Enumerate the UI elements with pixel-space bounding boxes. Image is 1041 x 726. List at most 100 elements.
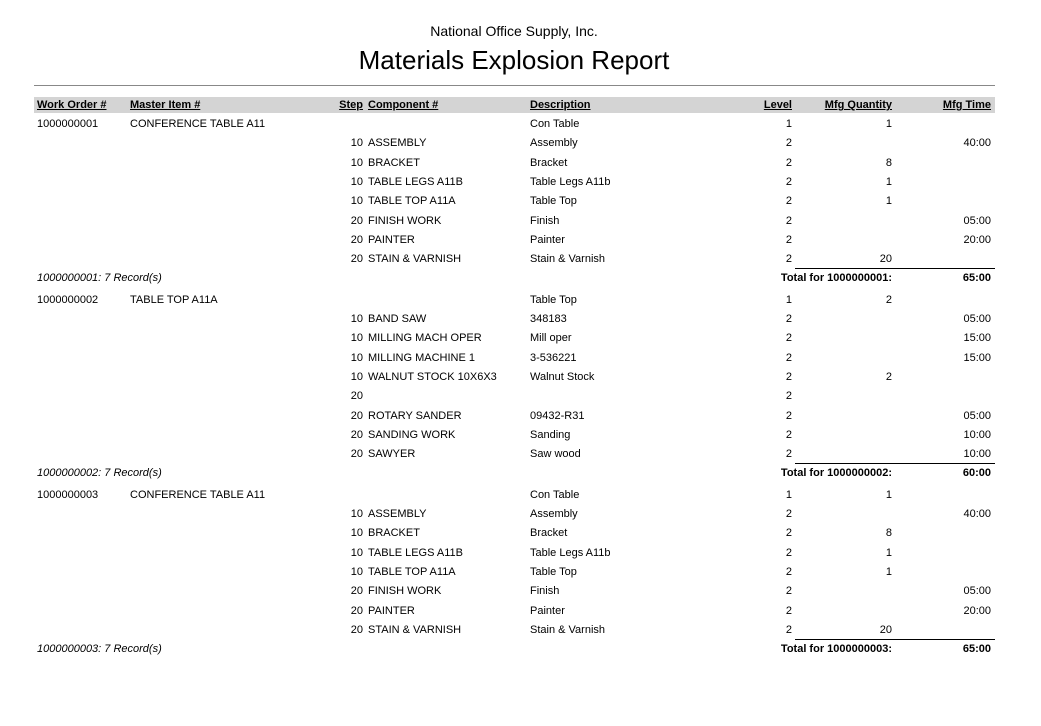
line-description: Assembly xyxy=(530,137,578,150)
header-master-item: Master Item # xyxy=(130,99,201,111)
line-level: 2 xyxy=(785,585,792,598)
line-step: 10 xyxy=(350,332,363,345)
line-description: Table Legs A11b xyxy=(530,175,611,188)
line-component: ASSEMBLY xyxy=(368,137,427,150)
line-step: 20 xyxy=(350,214,363,227)
line-mfg-quantity: 1 xyxy=(885,195,892,208)
report-title: Materials Explosion Report xyxy=(358,45,670,75)
line-component: TABLE TOP A11A xyxy=(368,195,456,208)
line-level: 2 xyxy=(785,233,792,246)
work-order-number: 1000000001 xyxy=(37,118,99,130)
line-step: 20 xyxy=(350,233,363,246)
line-level: 2 xyxy=(785,137,792,150)
company-name: National Office Supply, Inc. xyxy=(430,23,598,39)
line-step: 20 xyxy=(350,390,363,403)
header-step: Step xyxy=(339,99,363,111)
line-description: Bracket xyxy=(530,156,568,169)
total-divider xyxy=(795,268,995,270)
line-component: BAND SAW xyxy=(368,313,427,325)
line-step: 20 xyxy=(350,623,363,636)
line-step: 10 xyxy=(350,565,363,578)
line-level: 2 xyxy=(785,508,792,520)
line-level: 2 xyxy=(785,527,792,540)
line-mfg-quantity: 8 xyxy=(885,156,892,169)
line-step: 10 xyxy=(350,527,363,540)
master-mfg-quantity: 1 xyxy=(885,488,892,501)
line-level: 2 xyxy=(785,370,792,383)
line-mfg-quantity: 2 xyxy=(885,370,892,383)
line-component: TABLE LEGS A11B xyxy=(368,546,463,559)
line-level: 2 xyxy=(785,604,792,617)
line-step: 20 xyxy=(350,253,363,266)
work-order-number: 1000000002 xyxy=(37,293,99,306)
line-component: TABLE TOP A11A xyxy=(368,565,456,578)
line-description: Bracket xyxy=(530,527,568,540)
line-mfg-time: 05:00 xyxy=(963,313,991,325)
line-step: 10 xyxy=(350,351,363,364)
line-step: 10 xyxy=(350,195,363,208)
line-step: 10 xyxy=(350,370,363,383)
line-description: Stain & Varnish xyxy=(530,253,606,266)
line-component: ASSEMBLY xyxy=(368,508,427,520)
header-mfg-time: Mfg Time xyxy=(942,99,991,111)
master-level: 1 xyxy=(785,118,792,130)
line-level: 2 xyxy=(785,409,792,422)
line-component: FINISH WORK xyxy=(368,585,442,598)
line-description: 348183 xyxy=(530,313,567,325)
line-description: Mill oper xyxy=(530,332,572,345)
header-component: Component # xyxy=(368,99,439,111)
line-component: FINISH WORK xyxy=(368,214,442,227)
master-item: CONFERENCE TABLE A11 xyxy=(130,118,266,130)
line-mfg-quantity: 8 xyxy=(885,527,892,540)
line-component: SANDING WORK xyxy=(368,428,456,441)
line-mfg-time: 20:00 xyxy=(963,604,991,617)
line-mfg-quantity: 20 xyxy=(879,253,892,266)
line-mfg-time: 40:00 xyxy=(963,137,991,150)
line-level: 2 xyxy=(785,156,792,169)
line-description: Table Legs A11b xyxy=(530,546,611,559)
line-component: PAINTER xyxy=(368,233,415,246)
line-level: 2 xyxy=(785,214,792,227)
line-step: 20 xyxy=(350,604,363,617)
line-mfg-quantity: 1 xyxy=(885,175,892,188)
total-divider xyxy=(795,463,995,465)
line-step: 20 xyxy=(350,585,363,598)
record-count: 1000000001: 7 Record(s) xyxy=(37,272,162,285)
line-mfg-time: 05:00 xyxy=(963,409,991,422)
line-description: Table Top xyxy=(530,195,577,208)
total-time: 65:00 xyxy=(962,643,991,656)
line-level: 2 xyxy=(785,313,792,325)
header-work-order: Work Order # xyxy=(37,99,107,111)
work-order-number: 1000000003 xyxy=(37,488,99,501)
master-item: CONFERENCE TABLE A11 xyxy=(130,488,266,501)
line-step: 20 xyxy=(350,428,363,441)
line-description: Sanding xyxy=(530,428,571,441)
line-component: MILLING MACHINE 1 xyxy=(368,351,475,364)
line-level: 2 xyxy=(785,253,792,266)
total-label: Total for 1000000001: xyxy=(780,272,892,285)
line-level: 2 xyxy=(785,175,792,188)
line-description: 3-536221 xyxy=(530,351,577,364)
line-step: 10 xyxy=(350,546,363,559)
line-component: BRACKET xyxy=(368,527,420,540)
line-step: 20 xyxy=(350,409,363,422)
total-time: 65:00 xyxy=(962,272,991,285)
line-step: 10 xyxy=(350,508,363,520)
line-component: SAWYER xyxy=(368,448,416,461)
line-component: ROTARY SANDER xyxy=(368,409,462,422)
master-level: 1 xyxy=(785,488,792,501)
master-mfg-quantity: 1 xyxy=(885,118,892,130)
line-level: 2 xyxy=(785,195,792,208)
header-mfg-quantity: Mfg Quantity xyxy=(824,99,892,111)
line-mfg-time: 15:00 xyxy=(963,332,991,345)
line-level: 2 xyxy=(785,623,792,636)
master-description: Con Table xyxy=(530,488,580,501)
line-mfg-time: 20:00 xyxy=(963,233,991,246)
line-level: 2 xyxy=(785,332,792,345)
line-description: Table Top xyxy=(530,565,577,578)
line-description: Assembly xyxy=(530,508,578,520)
master-item: TABLE TOP A11A xyxy=(130,293,218,306)
line-component: BRACKET xyxy=(368,156,420,169)
line-description: Saw wood xyxy=(530,448,581,461)
record-count: 1000000002: 7 Record(s) xyxy=(37,467,162,480)
